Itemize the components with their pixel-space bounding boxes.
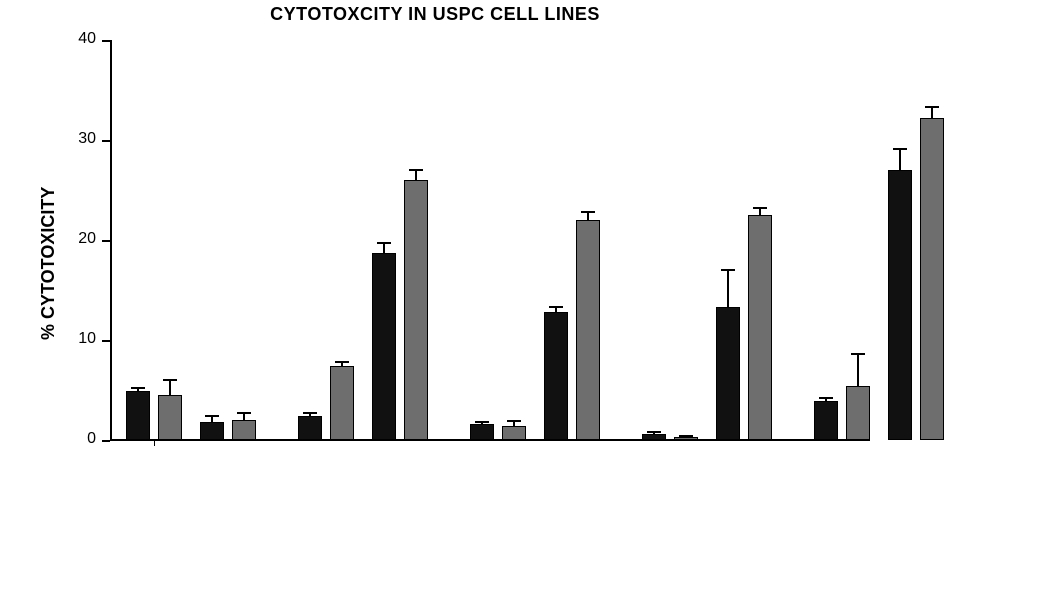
error-bar-cap (679, 435, 693, 437)
error-bar-cap (507, 420, 521, 422)
bar (920, 118, 944, 440)
error-bar-cap (205, 415, 219, 417)
bar (576, 220, 600, 440)
x-tick (154, 440, 155, 446)
error-bar-cap (549, 306, 563, 308)
bar (404, 180, 428, 440)
y-tick (102, 340, 110, 342)
error-bar-cap (131, 387, 145, 389)
bar (298, 416, 322, 440)
y-tick-label: 20 (56, 230, 96, 248)
error-bar-cap (893, 148, 907, 150)
y-tick (102, 140, 110, 142)
error-bar-cap (303, 412, 317, 414)
bar (126, 391, 150, 440)
error-bar-cap (237, 412, 251, 414)
error-bar-cap (409, 169, 423, 171)
error-bar-cap (925, 106, 939, 108)
error-bar-cap (475, 421, 489, 423)
error-bar-stem (727, 269, 729, 307)
error-bar-cap (647, 431, 661, 433)
y-tick (102, 240, 110, 242)
chart-title: CYTOTOXCITY IN USPC CELL LINES (0, 4, 870, 25)
bar (330, 366, 354, 440)
bar (642, 434, 666, 440)
bar (544, 312, 568, 440)
bar (158, 395, 182, 440)
y-axis-title: % CYTOTOXICITY (38, 187, 59, 340)
error-bar-cap (581, 211, 595, 213)
error-bar-cap (753, 207, 767, 209)
y-tick-label: 0 (56, 430, 96, 448)
y-axis (110, 40, 112, 440)
bar (846, 386, 870, 440)
bar (716, 307, 740, 440)
bar (372, 253, 396, 440)
error-bar-cap (335, 361, 349, 363)
error-bar-cap (377, 242, 391, 244)
bar (200, 422, 224, 440)
bar (888, 170, 912, 440)
error-bar-cap (819, 397, 833, 399)
bar (748, 215, 772, 440)
error-bar-cap (163, 379, 177, 381)
bar (674, 437, 698, 440)
chart-page: CYTOTOXCITY IN USPC CELL LINES 010203040… (0, 0, 1050, 608)
error-bar-stem (169, 379, 171, 395)
y-tick-label: 40 (56, 30, 96, 48)
error-bar-stem (857, 353, 859, 386)
y-tick-label: 10 (56, 330, 96, 348)
error-bar-stem (899, 148, 901, 170)
bar (470, 424, 494, 440)
bar (232, 420, 256, 440)
bar (502, 426, 526, 440)
error-bar-cap (851, 353, 865, 355)
bar (814, 401, 838, 440)
y-tick (102, 440, 110, 442)
y-tick-label: 30 (56, 130, 96, 148)
y-tick (102, 40, 110, 42)
error-bar-cap (721, 269, 735, 271)
plot-area: 010203040% CYTOTOXICITY (110, 40, 870, 440)
